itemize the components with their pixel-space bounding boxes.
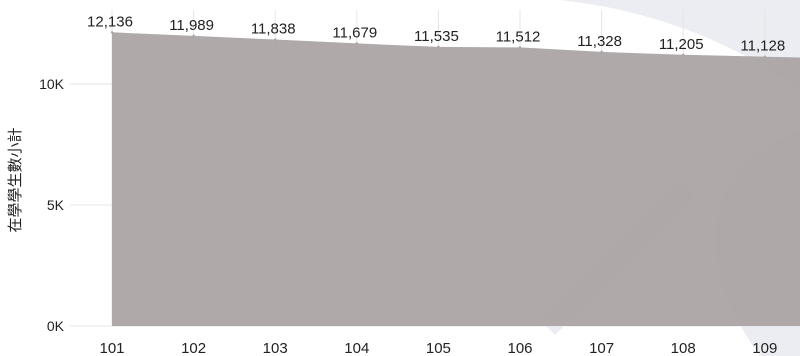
x-tick-label: 102 (181, 340, 206, 356)
y-axis-title: 在學學生數小計 (6, 127, 24, 232)
x-tick-label: 101 (99, 340, 124, 356)
data-label: 11,535 (414, 28, 459, 45)
x-tick-label: 108 (671, 340, 696, 356)
y-tick-label: 0K (47, 318, 65, 334)
data-label: 11,838 (251, 21, 296, 38)
x-axis: 101 102 103 104 105 106 107 108 109 (99, 340, 777, 356)
data-label: 11,328 (577, 33, 622, 50)
area-point (355, 42, 358, 45)
data-label: 11,128 (740, 38, 785, 55)
area-series (110, 31, 800, 327)
data-labels: 12,136 11,989 11,838 11,679 11,535 11,512 11,3… (87, 13, 785, 54)
area-point (110, 31, 114, 34)
area-point (763, 55, 766, 58)
y-tick-label: 10K (39, 76, 65, 92)
area-fill (112, 32, 800, 327)
data-label: 11,512 (496, 28, 541, 45)
area-point (192, 34, 195, 38)
x-tick-label: 103 (263, 340, 288, 356)
data-label: 12,136 (87, 13, 133, 30)
x-tick-label: 107 (589, 340, 614, 356)
x-tick-label: 106 (507, 340, 532, 356)
y-tick-label: 5K (47, 197, 65, 213)
area-point (274, 38, 277, 41)
data-label: 11,989 (169, 17, 214, 34)
area-point (600, 50, 603, 54)
area-point (682, 53, 685, 57)
x-tick-label: 109 (752, 340, 777, 356)
area-point (437, 45, 440, 49)
x-tick-label: 104 (344, 340, 369, 356)
x-tick-label: 105 (426, 340, 451, 356)
data-label: 11,679 (332, 24, 377, 41)
y-axis: 0K 5K 10K (39, 76, 65, 334)
area-point (518, 46, 522, 49)
data-label: 11,205 (659, 36, 704, 53)
